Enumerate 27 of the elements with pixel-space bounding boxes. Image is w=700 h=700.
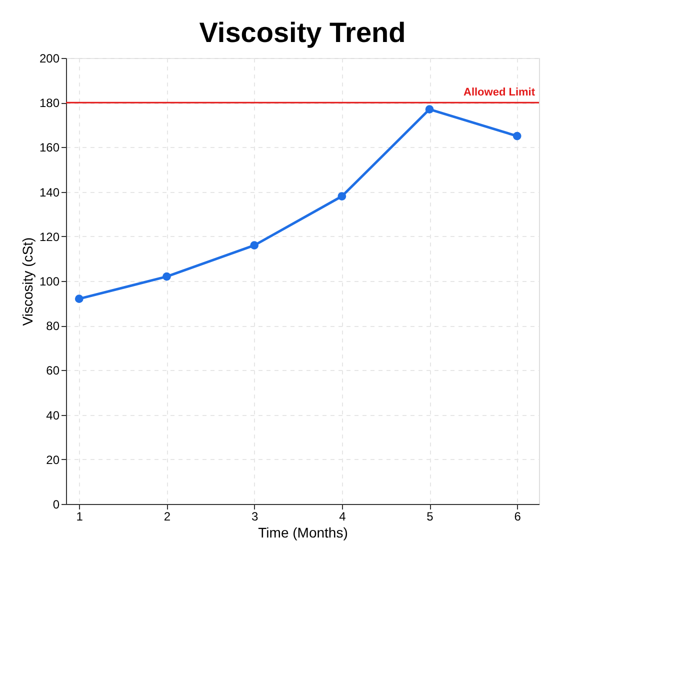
y-tick-label: 200 — [39, 52, 60, 66]
point — [425, 105, 434, 114]
y-tick-label: 100 — [39, 274, 60, 288]
y-tick-label: 160 — [39, 140, 60, 155]
y-tick-label: 20 — [46, 452, 60, 467]
y-tick-label: 60 — [46, 364, 60, 378]
point — [162, 272, 171, 281]
y-tick-label: 140 — [39, 185, 60, 200]
point — [250, 241, 259, 250]
x-tick-label: 5 — [426, 510, 434, 524]
y-tick-label: 0 — [52, 498, 60, 512]
point — [338, 192, 346, 200]
ref-line-label: Allowed Limit — [464, 86, 536, 99]
x-tick-label: 4 — [339, 510, 346, 524]
x-tick-label: 2 — [164, 510, 171, 524]
y-tick-label: 80 — [46, 319, 60, 334]
y-tick-label: 120 — [39, 230, 60, 244]
chart-title: Viscosity Trend — [199, 17, 406, 48]
x-axis-title: Time (Months) — [258, 524, 348, 540]
y-tick-label: 180 — [39, 96, 60, 110]
point — [512, 132, 522, 140]
x-tick-label: 3 — [251, 510, 258, 524]
x-tick-label: 6 — [514, 510, 522, 524]
y-tick-label: 40 — [46, 408, 60, 422]
x-tick-label: 1 — [76, 510, 84, 524]
point — [74, 294, 84, 304]
y-axis-title: Viscosity (cSt) — [19, 237, 36, 326]
